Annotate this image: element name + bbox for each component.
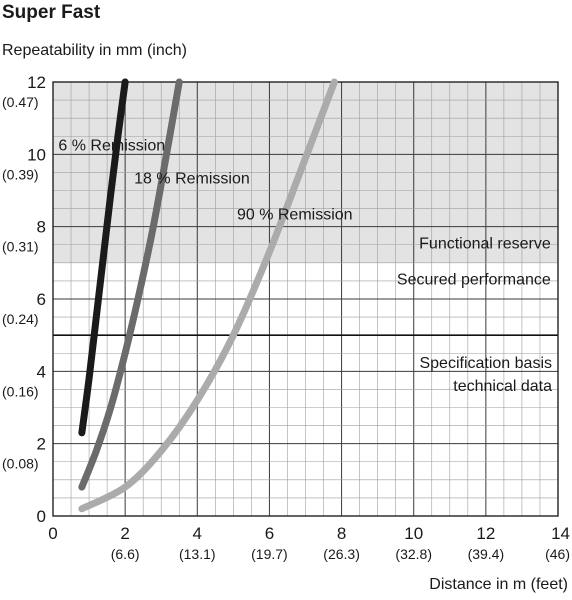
x-tick-sublabel: (26.3) xyxy=(323,546,360,562)
y-tick-label: 4 xyxy=(37,362,46,381)
x-tick-sublabel: (46) xyxy=(545,546,570,562)
y-tick-label: 10 xyxy=(27,145,46,164)
y-tick-label: 0 xyxy=(37,507,46,526)
zone-label: Secured performance xyxy=(397,272,551,289)
reference-label: technical data xyxy=(453,378,552,395)
series-label: 6 % Remission xyxy=(58,138,165,155)
x-tick-label: 12 xyxy=(476,524,495,543)
x-tick-sublabel: (19.7) xyxy=(251,546,288,562)
zone-label: Functional reserve xyxy=(419,235,551,252)
y-axis-label: Repeatability in mm (inch) xyxy=(2,42,187,59)
x-tick-label: 8 xyxy=(337,524,346,543)
y-tick-label: 8 xyxy=(37,218,46,237)
chart-title: Super Fast xyxy=(2,2,101,23)
x-tick-sublabel: (6.6) xyxy=(111,546,140,562)
plot-frame xyxy=(52,81,559,517)
y-tick-sublabel: (0.08) xyxy=(2,456,39,472)
series-line-2 xyxy=(78,78,183,491)
series-label: 18 % Remission xyxy=(134,170,250,187)
x-tick-label: 2 xyxy=(120,524,129,543)
y-tick-label: 12 xyxy=(27,73,46,92)
y-tick-sublabel: (0.16) xyxy=(2,383,39,399)
x-axis-label: Distance in m (feet) xyxy=(429,576,568,593)
x-tick-label: 14 xyxy=(551,524,570,543)
y-tick-sublabel: (0.31) xyxy=(2,239,39,255)
y-tick-sublabel: (0.24) xyxy=(2,311,39,327)
series-label: 90 % Remission xyxy=(237,206,353,223)
y-tick-label: 2 xyxy=(37,435,46,454)
y-tick-label: 6 xyxy=(37,290,46,309)
reference-label: Specification basis xyxy=(419,355,552,372)
x-tick-label: 0 xyxy=(48,524,57,543)
y-tick-sublabel: (0.47) xyxy=(2,94,39,110)
x-tick-label: 10 xyxy=(404,524,423,543)
x-tick-sublabel: (13.1) xyxy=(179,546,216,562)
x-tick-sublabel: (39.4) xyxy=(468,546,505,562)
series-line-3 xyxy=(78,78,338,513)
x-tick-label: 4 xyxy=(193,524,202,543)
y-tick-sublabel: (0.39) xyxy=(2,166,39,182)
x-tick-label: 6 xyxy=(265,524,274,543)
x-tick-sublabel: (32.8) xyxy=(395,546,432,562)
series-line-1 xyxy=(78,78,129,437)
